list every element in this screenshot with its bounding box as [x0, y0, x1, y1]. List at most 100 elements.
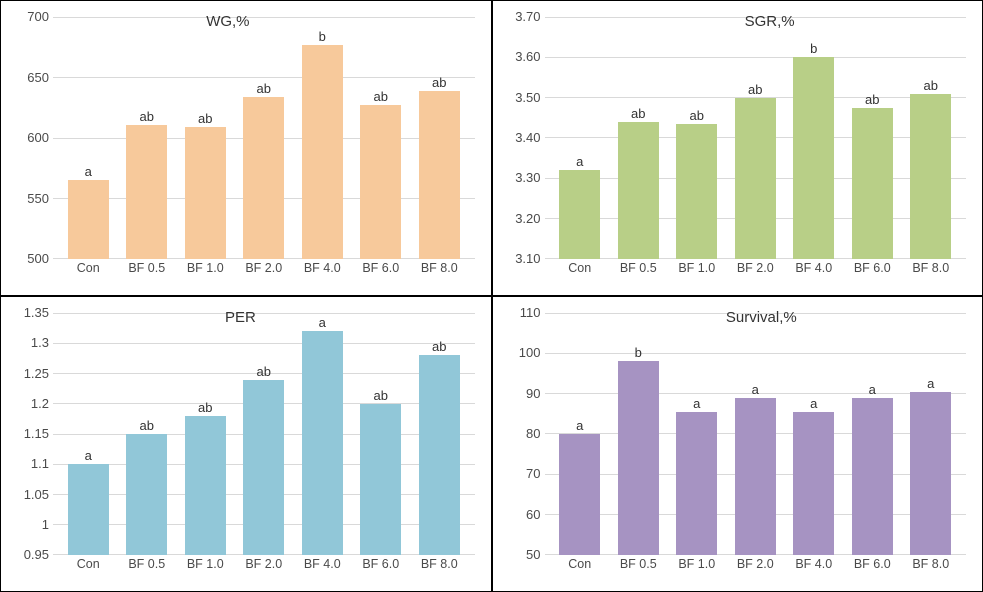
x-tick-label: BF 8.0 [902, 261, 961, 283]
bar [243, 380, 284, 555]
bar [559, 434, 600, 555]
chart-survival: Survival,%1101009080706050abaaaaaConBF 0… [501, 305, 971, 583]
bar [852, 108, 893, 259]
x-tick-label: BF 2.0 [235, 557, 294, 579]
bar-group: ab [235, 313, 294, 555]
bar-group: ab [726, 17, 785, 259]
significance-label: a [810, 397, 817, 410]
chart-title: SGR,% [745, 13, 795, 30]
significance-label: ab [257, 365, 271, 378]
bar [735, 398, 776, 555]
x-tick-label: BF 4.0 [785, 261, 844, 283]
significance-label: ab [690, 109, 704, 122]
significance-label: a [752, 383, 759, 396]
significance-label: ab [374, 90, 388, 103]
x-tick-label: BF 8.0 [410, 557, 469, 579]
bar [185, 127, 226, 259]
bar-group: ab [668, 17, 727, 259]
chart-wg: WG,%700650600550500aabababbababConBF 0.5… [9, 9, 479, 287]
significance-label: a [693, 397, 700, 410]
x-tick-label: BF 4.0 [293, 557, 352, 579]
bar [126, 434, 167, 555]
panel-survival: Survival,%1101009080706050abaaaaaConBF 0… [492, 296, 983, 592]
x-tick-label: BF 4.0 [293, 261, 352, 283]
bar [419, 355, 460, 555]
bar-group: a [785, 313, 844, 555]
bar-group: a [902, 313, 961, 555]
significance-label: a [85, 165, 92, 178]
significance-label: ab [432, 340, 446, 353]
bar-group: a [551, 313, 610, 555]
bars-container: aabababaabab [53, 313, 475, 555]
y-axis-labels: 3.703.603.503.403.303.203.10 [501, 17, 541, 259]
significance-label: a [869, 383, 876, 396]
significance-label: ab [198, 112, 212, 125]
x-tick-label: BF 1.0 [176, 557, 235, 579]
bar-group: ab [843, 17, 902, 259]
x-tick-label: BF 0.5 [118, 261, 177, 283]
bar-group: a [59, 17, 118, 259]
bar [559, 170, 600, 259]
bar [243, 97, 284, 259]
significance-label: ab [140, 419, 154, 432]
bar [185, 416, 226, 555]
x-tick-label: BF 1.0 [176, 261, 235, 283]
significance-label: ab [924, 79, 938, 92]
x-axis-labels: ConBF 0.5BF 1.0BF 2.0BF 4.0BF 6.0BF 8.0 [545, 557, 967, 579]
bar-group: ab [609, 17, 668, 259]
x-tick-label: BF 8.0 [410, 261, 469, 283]
bar [360, 105, 401, 259]
bar [618, 361, 659, 555]
significance-label: ab [748, 83, 762, 96]
chart-title: WG,% [206, 13, 249, 30]
bar-group: ab [902, 17, 961, 259]
x-tick-label: BF 1.0 [668, 261, 727, 283]
bars-container: a b a a a a a [545, 313, 967, 555]
significance-label: b [810, 42, 817, 55]
x-tick-label: BF 0.5 [118, 557, 177, 579]
x-tick-label: Con [551, 557, 610, 579]
bar-group: a [59, 313, 118, 555]
bar-group: ab [410, 17, 469, 259]
x-axis-labels: ConBF 0.5BF 1.0BF 2.0BF 4.0BF 6.0BF 8.0 [53, 261, 475, 283]
bar [68, 180, 109, 259]
bar [735, 98, 776, 259]
bar-group: a [293, 313, 352, 555]
significance-label: a [85, 449, 92, 462]
bar [676, 412, 717, 555]
chart-grid: WG,%700650600550500aabababbababConBF 0.5… [0, 0, 983, 592]
bar-group: ab [352, 17, 411, 259]
panel-sgr: SGR,%3.703.603.503.403.303.203.10aababab… [492, 0, 983, 296]
bar-group: b [785, 17, 844, 259]
bar-group: ab [235, 17, 294, 259]
chart-sgr: SGR,%3.703.603.503.403.303.203.10aababab… [501, 9, 971, 287]
significance-label: b [635, 346, 642, 359]
significance-label: ab [257, 82, 271, 95]
significance-label: ab [374, 389, 388, 402]
bar-group: ab [352, 313, 411, 555]
y-axis-labels: 1101009080706050 [501, 313, 541, 555]
bar-group: a [726, 313, 785, 555]
plot-area: aabababbabab [53, 17, 475, 259]
chart-title: PER [225, 309, 256, 326]
x-tick-label: BF 2.0 [726, 261, 785, 283]
x-axis-labels: ConBF 0.5BF 1.0BF 2.0BF 4.0BF 6.0BF 8.0 [53, 557, 475, 579]
bars-container: aabababbabab [53, 17, 475, 259]
bar-group: b [293, 17, 352, 259]
chart-per: PER1.351.31.251.21.151.11.0510.95aababab… [9, 305, 479, 583]
x-tick-label: BF 6.0 [352, 261, 411, 283]
x-tick-label: BF 6.0 [843, 557, 902, 579]
bar-group: ab [176, 313, 235, 555]
x-tick-label: Con [59, 557, 118, 579]
chart-title: Survival,% [726, 309, 797, 326]
bar [852, 398, 893, 555]
bar [302, 331, 343, 555]
panel-per: PER1.351.31.251.21.151.11.0510.95aababab… [0, 296, 492, 592]
significance-label: ab [432, 76, 446, 89]
y-axis-labels: 700650600550500 [9, 17, 49, 259]
bar [793, 412, 834, 555]
bar-group: a [551, 17, 610, 259]
x-tick-label: BF 0.5 [609, 261, 668, 283]
x-tick-label: Con [59, 261, 118, 283]
plot-area: a b a a a a a [545, 313, 967, 555]
